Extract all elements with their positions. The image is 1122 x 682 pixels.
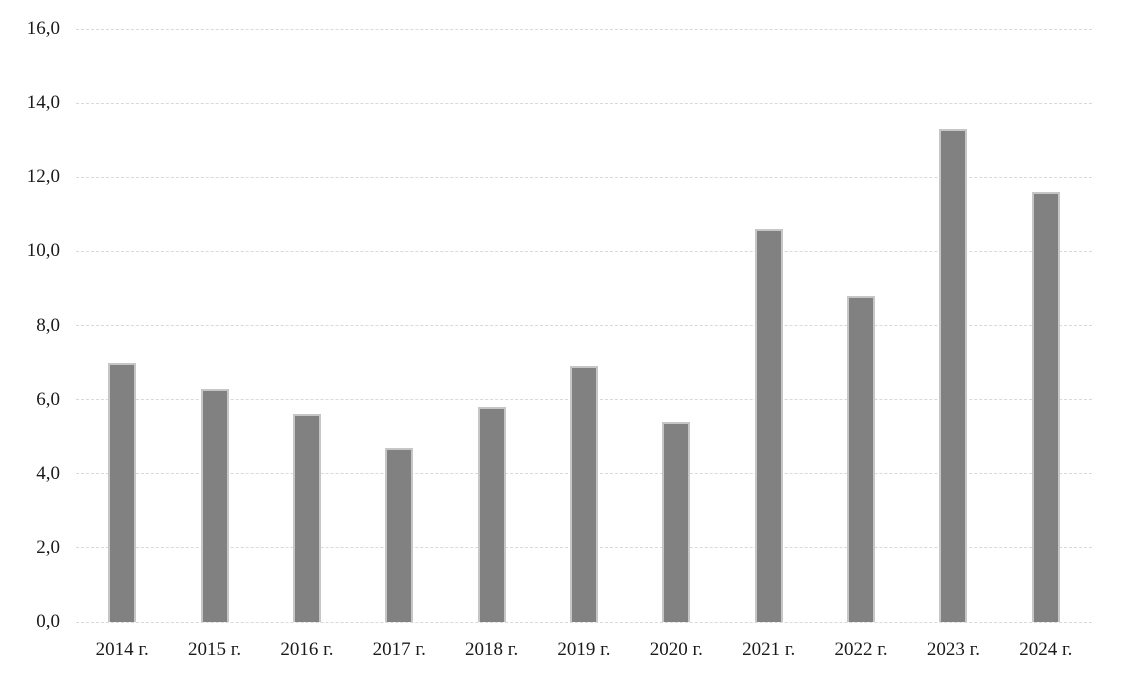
y-axis-tick-label: 10,0 [26,240,60,262]
gridline [76,250,1092,252]
bar [200,388,229,622]
x-axis-category-label: 2016 г. [280,639,334,660]
x-axis-category-label: 2023 г. [926,639,981,660]
gridline [76,28,1092,30]
y-axis-tick-label: 6,0 [36,388,60,410]
y-axis-tick-label: 12,0 [26,166,60,188]
x-axis-category-label: 2018 г. [465,639,519,660]
bar [754,229,783,622]
x-axis-category-label: 2024 г. [1019,639,1073,660]
y-axis-tick-label: 16,0 [26,18,60,39]
gridline [76,102,1092,104]
y-axis-tick-label: 0,0 [36,611,60,632]
bar [1031,192,1060,622]
y-axis-tick-label: 14,0 [26,92,60,114]
x-axis-category-label: 2015 г. [187,639,242,660]
bar [847,295,876,622]
x-axis-category-label: 2021 г. [742,639,796,660]
bar [477,407,506,622]
bar [570,366,598,622]
gridline [76,325,1092,326]
bar [292,414,321,622]
y-axis-tick-label: 2,0 [36,536,60,558]
bar [662,421,691,622]
x-axis-category-label: 2014 г. [95,639,149,660]
y-axis-tick-label: 4,0 [36,462,60,484]
bar [108,362,137,622]
x-axis-category-label: 2019 г. [557,639,611,660]
gridline [76,176,1092,178]
bar [385,447,414,622]
x-axis-category-label: 2020 г. [649,639,703,660]
gridline [76,621,1092,623]
y-axis-tick-label: 8,0 [36,314,60,336]
x-axis-category-label: 2022 г. [834,639,888,660]
x-axis-category-label: 2017 г. [372,639,426,660]
bar [939,129,968,622]
